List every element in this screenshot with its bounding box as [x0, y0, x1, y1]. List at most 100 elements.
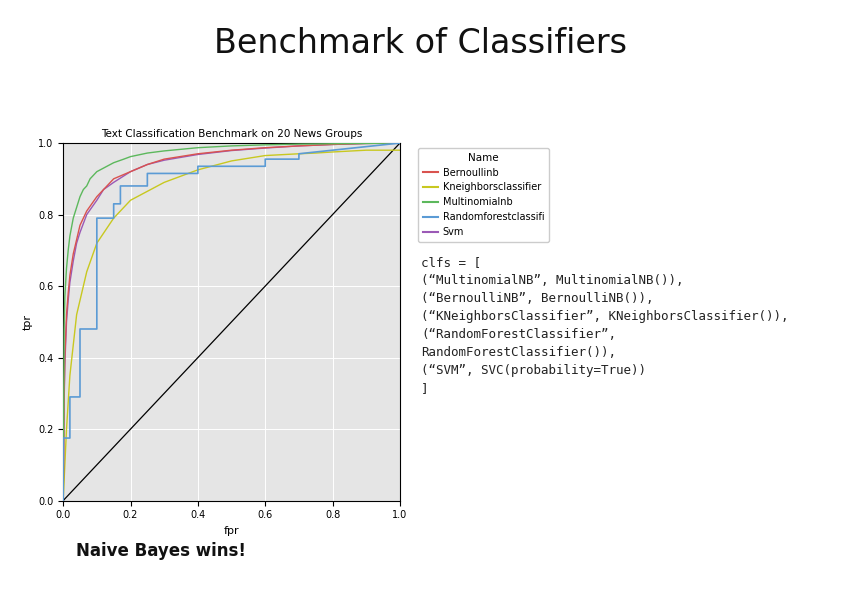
Svm: [72, 240, 82, 247]
Multinomialnb: [226, 142, 237, 150]
Svm: [159, 157, 169, 164]
Svm: [142, 161, 152, 168]
Multinomialnb: [92, 168, 102, 175]
Randomforestclassifi: [75, 325, 85, 333]
Kneighborsclassifier: [311, 150, 321, 157]
Title: Text Classification Benchmark on 20 News Groups: Text Classification Benchmark on 20 News…: [101, 129, 362, 139]
Svm: [65, 279, 75, 286]
Randomforestclassifi: [260, 156, 270, 163]
Multinomialnb: [159, 147, 169, 154]
X-axis label: fpr: fpr: [224, 526, 239, 536]
Multinomialnb: [63, 247, 73, 254]
Randomforestclassifi: [65, 434, 75, 442]
Text: clfs = [
(“MultinomialNB”, MultinomialNB()),
(“BernoulliNB”, BernoulliNB()),
(“K: clfs = [ (“MultinomialNB”, MultinomialNB…: [421, 256, 788, 395]
Multinomialnb: [294, 141, 304, 148]
Line: Multinomialnb: Multinomialnb: [63, 143, 400, 501]
Randomforestclassifi: [58, 497, 68, 504]
Multinomialnb: [119, 156, 129, 163]
Svm: [60, 361, 70, 368]
Kneighborsclassifier: [159, 179, 169, 186]
Multinomialnb: [85, 175, 95, 182]
Legend: Bernoullinb, Kneighborsclassifier, Multinomialnb, Randomforestclassifi, Svm: Bernoullinb, Kneighborsclassifier, Multi…: [418, 148, 549, 242]
Multinomialnb: [361, 140, 371, 147]
Bernoullinb: [63, 290, 73, 297]
Kneighborsclassifier: [226, 157, 237, 164]
Multinomialnb: [142, 150, 152, 157]
Kneighborsclassifier: [294, 150, 304, 157]
Svm: [193, 151, 203, 158]
Multinomialnb: [82, 182, 92, 190]
Kneighborsclassifier: [92, 240, 102, 247]
Y-axis label: tpr: tpr: [23, 314, 33, 330]
Bernoullinb: [99, 186, 109, 193]
Kneighborsclassifier: [61, 426, 72, 433]
Svm: [294, 142, 304, 150]
Bernoullinb: [109, 175, 119, 182]
Bernoullinb: [92, 193, 102, 200]
Svm: [58, 497, 68, 504]
Bernoullinb: [72, 236, 82, 243]
Randomforestclassifi: [142, 182, 152, 190]
Randomforestclassifi: [193, 170, 203, 177]
Multinomialnb: [99, 164, 109, 172]
Kneighborsclassifier: [109, 215, 119, 222]
Bernoullinb: [82, 207, 92, 215]
Multinomialnb: [65, 232, 75, 240]
Svm: [99, 186, 109, 193]
Bernoullinb: [68, 250, 78, 257]
Randomforestclassifi: [58, 434, 68, 442]
Multinomialnb: [59, 325, 69, 333]
Bernoullinb: [125, 168, 136, 175]
Kneighborsclassifier: [361, 147, 371, 154]
Kneighborsclassifier: [395, 147, 405, 154]
Line: Svm: Svm: [63, 143, 400, 501]
Multinomialnb: [61, 265, 72, 272]
Bernoullinb: [193, 150, 203, 157]
Multinomialnb: [193, 144, 203, 151]
Randomforestclassifi: [92, 215, 102, 222]
Svm: [395, 139, 405, 147]
Svm: [109, 179, 119, 186]
Svm: [260, 144, 270, 151]
Svm: [328, 141, 338, 148]
Randomforestclassifi: [294, 156, 304, 163]
Bernoullinb: [159, 156, 169, 163]
Randomforestclassifi: [109, 215, 119, 222]
Multinomialnb: [58, 497, 68, 504]
Svm: [68, 257, 78, 265]
Svm: [59, 397, 69, 404]
Multinomialnb: [78, 186, 88, 193]
Randomforestclassifi: [115, 182, 125, 190]
Text: Benchmark of Classifiers: Benchmark of Classifiers: [215, 27, 627, 60]
Svm: [361, 140, 371, 147]
Multinomialnb: [109, 159, 119, 166]
Multinomialnb: [68, 215, 78, 222]
Multinomialnb: [75, 193, 85, 200]
Bernoullinb: [294, 142, 304, 150]
Svm: [75, 229, 85, 236]
Line: Bernoullinb: Bernoullinb: [63, 143, 400, 501]
Text: Naive Bayes wins!: Naive Bayes wins!: [76, 542, 246, 560]
Kneighborsclassifier: [65, 372, 75, 379]
Bernoullinb: [361, 140, 371, 147]
Bernoullinb: [58, 497, 68, 504]
Randomforestclassifi: [142, 170, 152, 177]
Randomforestclassifi: [294, 150, 304, 157]
Bernoullinb: [60, 354, 70, 361]
Multinomialnb: [60, 293, 70, 300]
Randomforestclassifi: [75, 393, 85, 401]
Bernoullinb: [65, 272, 75, 279]
Randomforestclassifi: [109, 200, 119, 207]
Svm: [82, 211, 92, 218]
Randomforestclassifi: [65, 393, 75, 401]
Svm: [63, 297, 73, 304]
Bernoullinb: [260, 144, 270, 151]
Bernoullinb: [395, 139, 405, 147]
Bernoullinb: [75, 222, 85, 229]
Kneighborsclassifier: [125, 197, 136, 204]
Multinomialnb: [260, 141, 270, 148]
Bernoullinb: [142, 161, 152, 168]
Bernoullinb: [61, 311, 72, 318]
Kneighborsclassifier: [82, 268, 92, 275]
Multinomialnb: [395, 139, 405, 147]
